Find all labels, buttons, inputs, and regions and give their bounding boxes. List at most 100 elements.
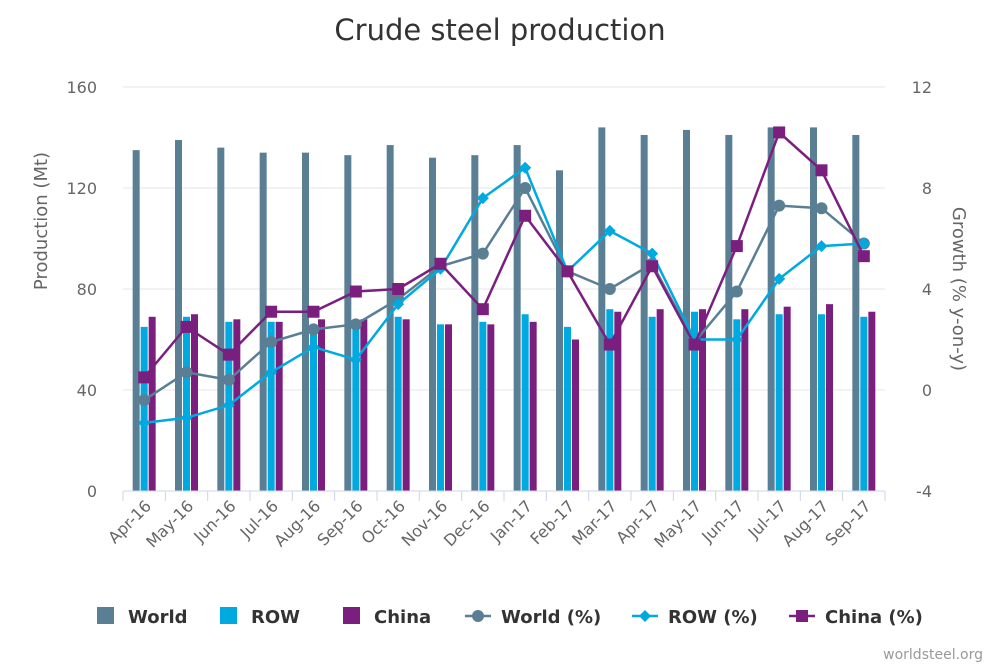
- bar-world: [471, 155, 479, 492]
- x-tick-label: Mar-17: [568, 496, 621, 549]
- marker-diamond: [392, 298, 405, 311]
- bar-china: [783, 306, 791, 491]
- marker-square: [349, 285, 362, 298]
- bar-world: [598, 127, 606, 492]
- marker-square: [434, 257, 447, 270]
- bar-world: [513, 145, 521, 491]
- bar-china: [699, 309, 706, 491]
- marker-circle: [265, 336, 278, 349]
- legend-label: World: [128, 607, 188, 628]
- bar-china: [445, 324, 452, 491]
- marker-square: [519, 209, 532, 222]
- y-tick-label: 80: [77, 280, 97, 299]
- bar-china: [572, 339, 579, 491]
- bar-world: [429, 157, 436, 491]
- bar-china: [402, 319, 410, 491]
- bar-row: [606, 309, 614, 491]
- bar-row: [183, 316, 190, 491]
- bar-series: [132, 127, 876, 492]
- bar-china: [529, 321, 537, 491]
- bar-world: [217, 147, 225, 491]
- marker-diamond: [349, 353, 362, 366]
- marker-square: [392, 283, 405, 295]
- y-axis-right: -4 0 4 8 12: [912, 78, 932, 501]
- marker-circle: [815, 202, 828, 215]
- bar-row: [437, 324, 444, 491]
- y2-tick-label: 8: [922, 179, 932, 198]
- bar-china: [656, 309, 664, 491]
- line-china: [143, 130, 865, 379]
- x-tick-label: Aug-16: [270, 496, 324, 550]
- legend-label: China: [374, 607, 431, 628]
- x-tick-label: Dec-16: [440, 496, 494, 550]
- bar-china: [487, 324, 495, 491]
- y2-tick-label: 4: [922, 280, 932, 299]
- marker-circle: [773, 199, 786, 212]
- bar-china: [868, 311, 876, 491]
- bar-china: [614, 311, 622, 491]
- y-axis-title: Production (Mt): [31, 152, 52, 290]
- bar-row: [521, 314, 529, 491]
- marker-circle: [222, 373, 235, 386]
- y-tick-label: 0: [87, 482, 97, 501]
- bar-china: [360, 319, 368, 491]
- y-tick-label: 160: [66, 78, 97, 97]
- marker-circle: [180, 366, 193, 379]
- x-tick-label: May-17: [650, 496, 705, 551]
- y2-tick-label: -4: [916, 482, 932, 501]
- marker-diamond: [138, 416, 151, 429]
- marker-square: [222, 348, 235, 361]
- bar-row: [352, 326, 360, 491]
- marker-diamond: [180, 411, 193, 424]
- legend-label: ROW (%): [668, 607, 758, 628]
- legend: World ROW China World (%) ROW (%) China (%): [97, 607, 923, 628]
- bar-world: [344, 155, 352, 492]
- marker-circle: [349, 318, 362, 331]
- bar-row: [775, 314, 783, 491]
- marker-square: [138, 371, 151, 384]
- marker-square: [603, 338, 616, 351]
- bar-world: [810, 127, 817, 492]
- marker-square: [815, 164, 828, 177]
- y2-axis-title: Growth (% y-on-y): [948, 207, 969, 371]
- bar-world: [767, 127, 775, 492]
- bar-row: [140, 326, 148, 491]
- legend-marker: [639, 610, 651, 622]
- marker-circle: [603, 283, 616, 295]
- legend-label: World (%): [501, 607, 601, 628]
- bar-row: [394, 316, 402, 491]
- marker-diamond: [815, 240, 828, 253]
- bar-china: [826, 304, 833, 491]
- bar-row: [479, 321, 487, 491]
- bar-row: [564, 326, 571, 491]
- x-tick-label: Nov-16: [398, 496, 452, 550]
- marker-diamond: [519, 161, 532, 174]
- marker-circle: [730, 285, 743, 298]
- y-tick-label: 120: [66, 179, 97, 198]
- credit-text[interactable]: worldsteel.org: [883, 647, 983, 663]
- marker-square: [646, 260, 659, 273]
- legend-swatch: [220, 607, 237, 624]
- chart-title: Crude steel production: [334, 13, 665, 47]
- bar-china: [741, 309, 749, 491]
- marker-square: [688, 338, 701, 351]
- marker-square: [730, 240, 743, 253]
- marker-square: [307, 305, 320, 318]
- x-tick-label: Jun-17: [697, 496, 747, 546]
- marker-square: [857, 250, 870, 263]
- marker-circle: [476, 247, 489, 260]
- y2-tick-label: 12: [912, 78, 932, 97]
- x-tick-label: Jan-17: [486, 496, 536, 546]
- marker-diamond: [476, 192, 489, 205]
- x-tick-label: Feb-17: [526, 496, 578, 548]
- y-axis-left: 0 40 80 120 160: [66, 78, 97, 501]
- marker-square: [773, 126, 786, 139]
- legend-swatch: [97, 607, 114, 624]
- marker-square: [476, 303, 489, 316]
- marker-square: [265, 305, 278, 318]
- marker-diamond: [265, 366, 278, 379]
- bar-world: [640, 134, 648, 491]
- bar-row: [267, 321, 275, 491]
- marker-square: [561, 265, 574, 278]
